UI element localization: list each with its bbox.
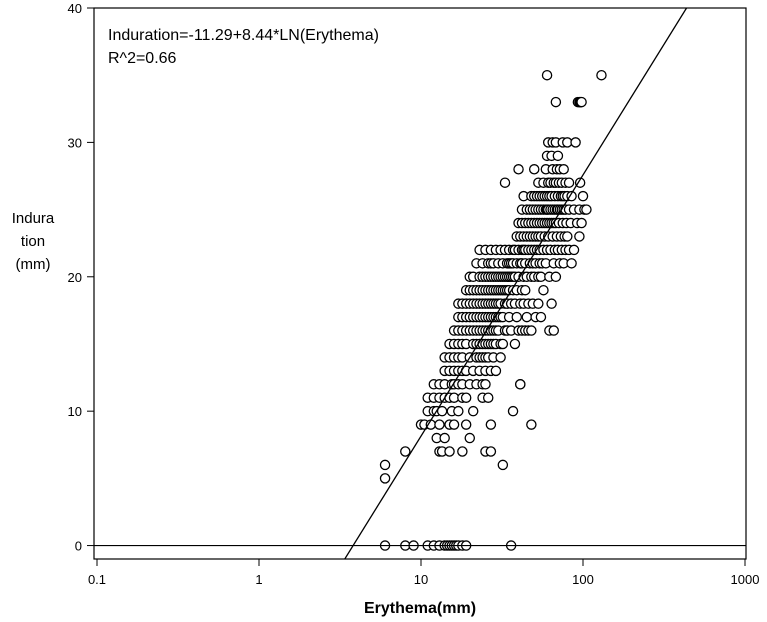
data-point xyxy=(558,164,569,175)
data-point xyxy=(439,432,450,444)
data-point xyxy=(596,69,607,81)
data-point xyxy=(499,177,511,188)
data-point xyxy=(566,258,577,269)
data-point xyxy=(538,284,549,296)
data-point xyxy=(434,419,445,430)
data-point xyxy=(490,365,502,377)
data-point xyxy=(457,446,468,457)
data-point xyxy=(507,405,519,417)
data-point xyxy=(519,284,531,296)
data-point xyxy=(448,419,460,430)
y-axis-title-line2: tion xyxy=(21,233,45,250)
data-point xyxy=(550,271,562,283)
data-point xyxy=(566,190,577,202)
ticks-layer: 0.1 1 10 100 1000 0 10 20 30 40 xyxy=(68,1,760,587)
data-point xyxy=(550,96,562,108)
data-point xyxy=(485,446,497,457)
y-tick-label: 10 xyxy=(68,404,82,419)
y-tick-label: 40 xyxy=(68,1,82,16)
data-point xyxy=(521,311,533,323)
x-tick-label: 100 xyxy=(572,572,594,587)
data-point xyxy=(482,392,494,403)
data-point xyxy=(444,446,455,457)
x-tick-label: 0.1 xyxy=(88,572,106,587)
data-point xyxy=(526,419,537,430)
data-point xyxy=(574,231,585,242)
x-tick-label: 1000 xyxy=(731,572,760,587)
data-point xyxy=(535,311,547,323)
data-point xyxy=(570,137,581,148)
data-point xyxy=(513,164,524,175)
data-point xyxy=(467,405,479,417)
y-tick-label: 0 xyxy=(75,539,82,554)
data-point xyxy=(497,338,509,350)
data-point xyxy=(485,419,497,430)
data-point xyxy=(541,69,553,81)
data-point xyxy=(576,217,587,229)
y-axis-title-line1: Indura xyxy=(12,210,55,227)
data-point xyxy=(460,392,472,403)
data-point xyxy=(495,352,506,363)
x-axis-title: Erythema(mm) xyxy=(364,600,476,617)
y-tick-label: 30 xyxy=(68,135,82,150)
data-point xyxy=(552,150,564,162)
data-point xyxy=(568,244,580,256)
annotation-equation: Induration=-11.29+8.44*LN(Erythema) xyxy=(108,27,379,44)
data-point xyxy=(562,231,573,242)
data-point xyxy=(379,459,391,471)
data-point xyxy=(577,190,589,202)
data-point xyxy=(528,164,540,175)
plot-frame xyxy=(93,7,747,560)
lines-layer xyxy=(94,8,746,559)
data-point xyxy=(464,432,476,444)
y-tick-label: 20 xyxy=(68,270,82,285)
data-point xyxy=(576,96,587,108)
data-point xyxy=(511,311,523,323)
data-point xyxy=(400,446,411,457)
data-point xyxy=(563,177,575,188)
data-point xyxy=(480,379,491,390)
x-tick-label: 10 xyxy=(414,572,428,587)
x-tick-label: 1 xyxy=(255,572,262,587)
data-point xyxy=(548,325,560,336)
data-point xyxy=(379,473,391,484)
data-point xyxy=(526,325,537,336)
data-point xyxy=(453,405,464,417)
data-point xyxy=(509,338,521,350)
data-point xyxy=(581,204,592,215)
y-axis-title-line3: (mm) xyxy=(16,256,51,273)
annotation-r2: R^2=0.66 xyxy=(108,50,177,67)
data-point xyxy=(546,298,557,309)
data-point xyxy=(460,419,472,430)
data-point xyxy=(533,298,544,309)
points-layer xyxy=(379,69,607,551)
data-point xyxy=(497,459,509,471)
data-point xyxy=(515,379,526,390)
regression-line xyxy=(344,8,688,559)
data-point xyxy=(574,177,586,188)
